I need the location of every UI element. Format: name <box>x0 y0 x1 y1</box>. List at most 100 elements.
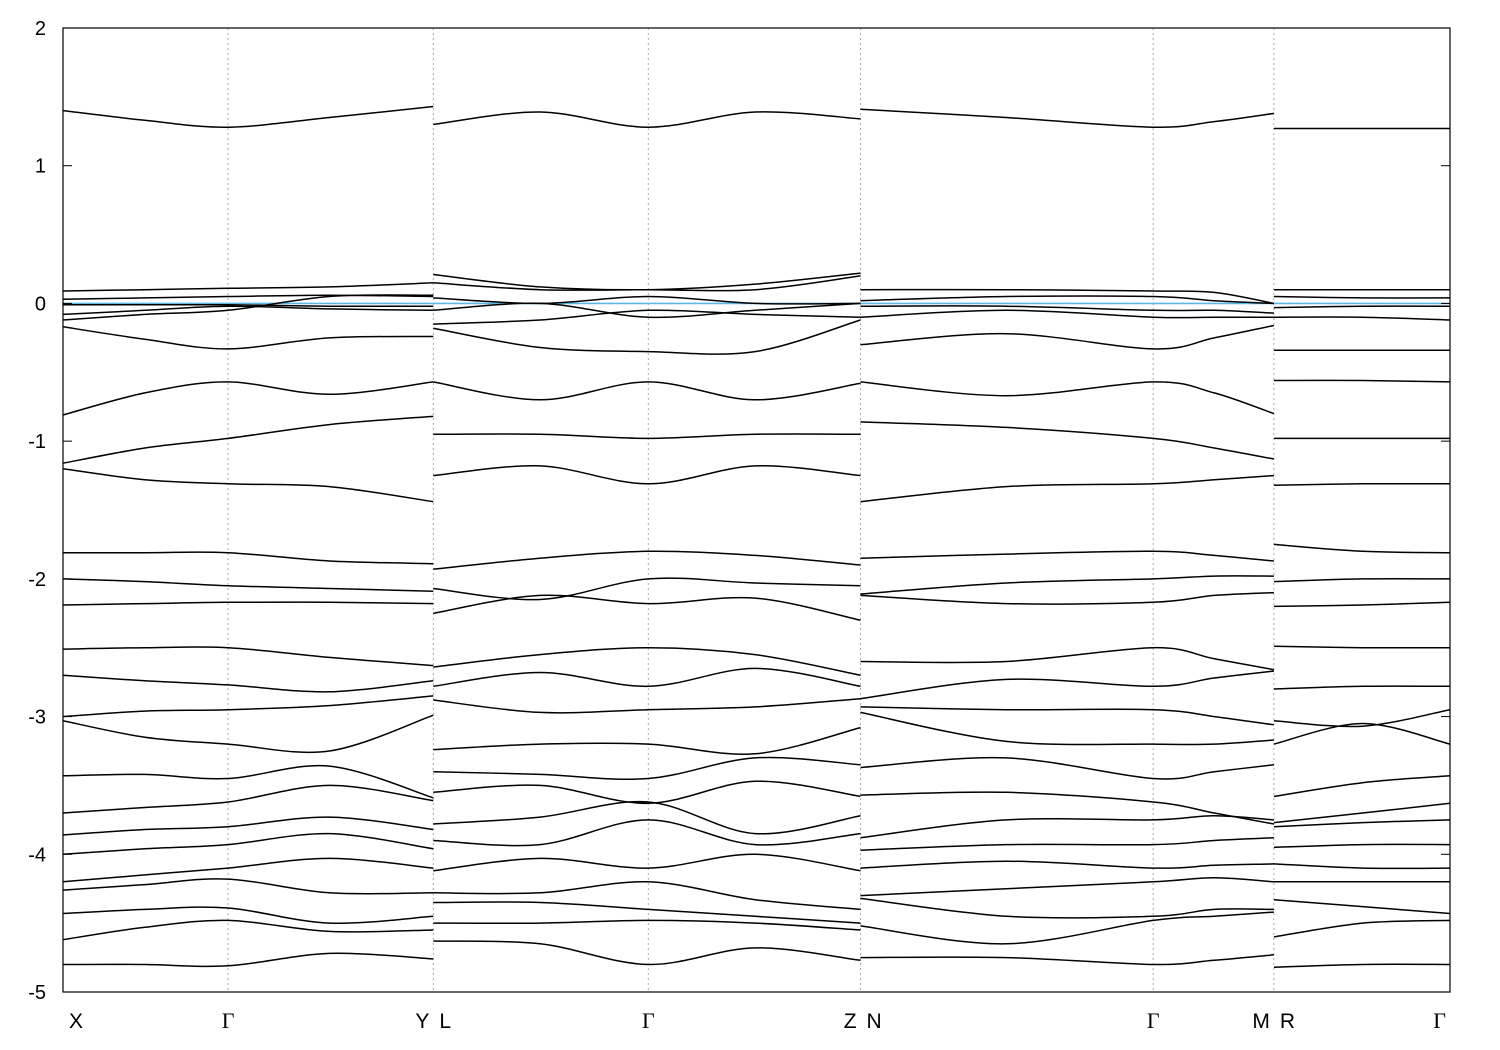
band-line-N-Γ-M-9 <box>860 550 1274 562</box>
band-line-L-Γ-Z-13 <box>433 646 861 677</box>
band-line-X-Γ-Y-15 <box>63 695 434 718</box>
band-line-N-Γ-M-14 <box>860 706 1274 726</box>
x-tick-label: Z <box>844 1010 857 1033</box>
y-tick-label: 0 <box>35 293 46 315</box>
band-line-X-Γ-Y-23 <box>63 906 434 925</box>
band-line-L-Γ-Z-19 <box>433 800 861 835</box>
band-line-X-Γ-Y-0 <box>63 105 434 128</box>
x-tick-label: Y <box>415 1010 429 1033</box>
band-line-N-Γ-M-22 <box>860 897 1274 919</box>
band-line-R-Γ-23 <box>1273 919 1450 938</box>
band-line-N-Γ-M-13 <box>860 670 1274 700</box>
x-tick-label: Γ <box>1147 1008 1160 1033</box>
band-line-L-Γ-Z-10 <box>433 550 861 570</box>
band-line-X-Γ-Y-6 <box>63 326 434 350</box>
y-tick-label: -5 <box>28 982 46 1004</box>
x-tick-label: N <box>867 1010 882 1033</box>
band-line-L-Γ-Z-6 <box>433 319 861 355</box>
band-line-R-Γ-3 <box>1273 305 1450 309</box>
band-line-R-Γ-19 <box>1273 843 1450 849</box>
band-line-N-Γ-M-6 <box>860 381 1275 415</box>
band-line-R-Γ-4 <box>1273 316 1450 321</box>
band-line-L-Γ-Z-16 <box>433 726 861 755</box>
x-tick-label: L <box>439 1010 451 1033</box>
band-line-N-Γ-M-5 <box>860 324 1275 350</box>
band-line-R-Γ-12 <box>1273 645 1450 649</box>
band-line-N-Γ-M-4 <box>860 309 1274 319</box>
band-line-X-Γ-Y-19 <box>63 816 434 836</box>
band-line-L-Γ-Z-4 <box>433 302 861 319</box>
bands-layer <box>63 105 1450 968</box>
band-line-L-Γ-Z-2 <box>433 275 861 292</box>
x-tick-label: R <box>1280 1010 1295 1033</box>
y-axis: 2 1 0 -1 -2 -3 -4 -5 <box>28 18 1450 1004</box>
band-line-X-Γ-Y-3 <box>63 303 434 308</box>
grid-lines <box>227 28 1275 992</box>
band-line-N-Γ-M-10 <box>860 575 1274 595</box>
band-line-N-Γ-M-19 <box>860 837 1274 851</box>
band-line-L-Γ-Z-3 <box>433 295 861 305</box>
band-line-X-Γ-Y-24 <box>63 919 434 941</box>
band-line-R-Γ-6 <box>1273 379 1450 383</box>
band-line-N-Γ-M-18 <box>860 814 1274 839</box>
band-line-X-Γ-Y-5 <box>63 294 434 321</box>
band-line-R-Γ-15 <box>1273 722 1450 745</box>
band-line-L-Γ-Z-0 <box>433 111 861 128</box>
band-line-L-Γ-Z-20 <box>433 819 861 847</box>
band-line-X-Γ-Y-13 <box>63 646 434 667</box>
band-line-N-Γ-M-1 <box>860 288 1275 305</box>
band-line-N-Γ-M-16 <box>860 756 1274 780</box>
band-line-L-Γ-Z-21 <box>433 853 861 872</box>
band-line-R-Γ-13 <box>1273 685 1450 690</box>
band-line-N-Γ-M-20 <box>860 860 1274 869</box>
band-line-R-Γ-17 <box>1273 802 1450 824</box>
band-line-X-Γ-Y-12 <box>63 601 434 606</box>
band-line-L-Γ-Z-24 <box>433 919 861 931</box>
band-line-N-Γ-M-21 <box>860 876 1274 897</box>
y-tick-label: -2 <box>28 569 46 591</box>
band-line-L-Γ-Z-11 <box>433 577 861 601</box>
band-line-N-Γ-M-8 <box>860 474 1274 503</box>
band-line-L-Γ-Z-12 <box>433 594 861 621</box>
band-line-L-Γ-Z-17 <box>433 756 861 781</box>
band-line-L-Γ-Z-8 <box>433 433 861 440</box>
band-line-L-Γ-Z-22 <box>433 881 861 911</box>
band-line-X-Γ-Y-10 <box>63 551 434 565</box>
band-line-X-Γ-Y-11 <box>63 578 434 593</box>
band-line-N-Γ-M-7 <box>860 421 1275 460</box>
band-line-R-Γ-10 <box>1273 577 1450 583</box>
band-line-X-Γ-Y-20 <box>63 832 434 856</box>
band-line-N-Γ-M-12 <box>860 646 1275 671</box>
band-line-N-Γ-M-17 <box>860 791 1275 825</box>
band-line-X-Γ-Y-9 <box>63 467 434 503</box>
band-line-X-Γ-Y-25 <box>63 952 434 968</box>
y-tick-label: -1 <box>28 431 46 453</box>
x-tick-label: Γ <box>1433 1008 1446 1033</box>
plot-frame <box>62 27 1451 993</box>
x-tick-label: Γ <box>642 1008 655 1033</box>
band-line-R-Γ-18 <box>1273 819 1450 828</box>
band-line-R-Γ-22 <box>1273 898 1450 915</box>
x-tick-label: Γ <box>222 1008 235 1033</box>
band-line-X-Γ-Y-16 <box>63 714 434 754</box>
y-tick-label: 1 <box>35 156 46 178</box>
band-line-R-Γ-20 <box>1273 863 1450 870</box>
band-line-X-Γ-Y-18 <box>63 784 434 814</box>
band-line-N-Γ-M-2 <box>860 295 1274 305</box>
band-line-N-Γ-M-15 <box>860 711 1274 746</box>
band-line-R-Γ-14 <box>1273 708 1450 728</box>
band-line-L-Γ-Z-5 <box>433 309 861 325</box>
band-line-X-Γ-Y-4 <box>63 305 434 316</box>
band-line-N-Γ-M-3 <box>860 305 1274 314</box>
x-tick-label: M <box>1252 1010 1270 1033</box>
band-line-R-Γ-2 <box>1273 295 1450 299</box>
band-line-L-Γ-Z-9 <box>433 465 861 485</box>
band-line-R-Γ-16 <box>1273 775 1450 798</box>
band-line-N-Γ-M-0 <box>860 108 1275 128</box>
band-line-X-Γ-Y-1 <box>63 282 434 292</box>
band-line-R-Γ-9 <box>1273 543 1450 554</box>
band-line-L-Γ-Z-7 <box>433 381 861 401</box>
band-line-X-Γ-Y-7 <box>63 381 434 416</box>
band-line-X-Γ-Y-14 <box>63 674 434 693</box>
